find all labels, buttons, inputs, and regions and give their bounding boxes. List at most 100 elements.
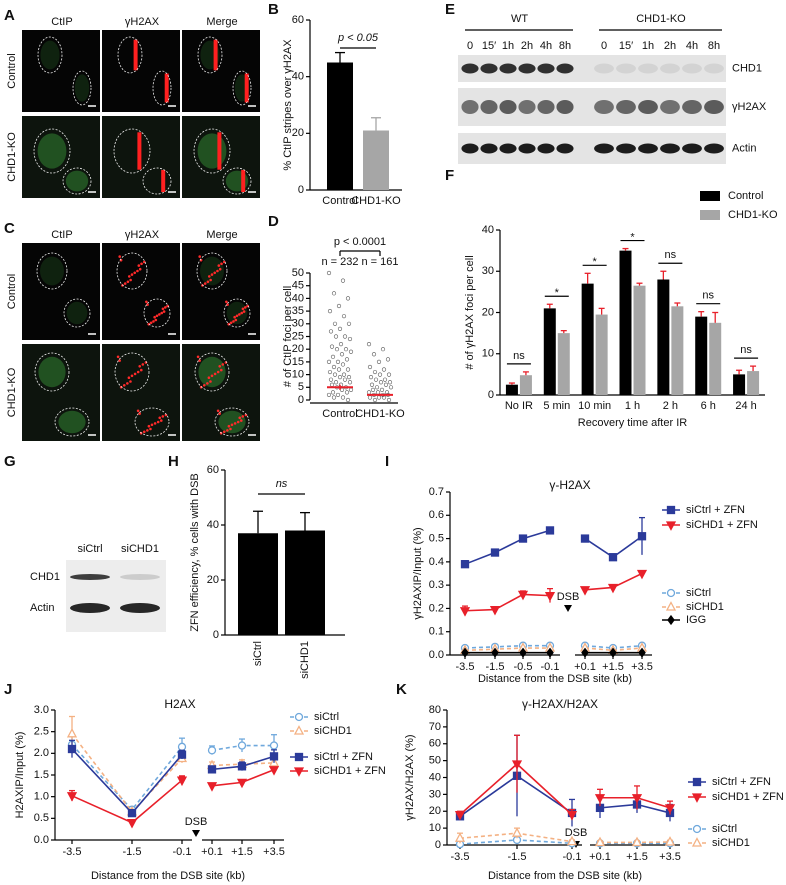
nucleus-outline bbox=[54, 407, 90, 437]
y-tick-label: 30 bbox=[292, 318, 304, 330]
legend-label: Control bbox=[728, 190, 763, 202]
legend-label: CHD1-KO bbox=[728, 209, 778, 221]
x-tick-label: +0.1 bbox=[201, 846, 223, 858]
marker bbox=[66, 727, 78, 738]
data-point bbox=[326, 392, 332, 398]
data-point bbox=[329, 344, 335, 349]
foci bbox=[163, 306, 167, 309]
band bbox=[480, 63, 498, 74]
annotation: DSB bbox=[557, 591, 580, 603]
data-point bbox=[339, 352, 345, 357]
nucleus-outline bbox=[36, 252, 68, 290]
y-tick-label: 20 bbox=[482, 306, 494, 318]
foci bbox=[162, 310, 166, 313]
band-label: CHD1 bbox=[732, 62, 762, 74]
damage-stripe bbox=[241, 169, 246, 193]
legend-label: IGG bbox=[686, 614, 706, 626]
foci bbox=[158, 313, 161, 316]
data-point bbox=[326, 359, 332, 365]
chart-title: H2AX bbox=[164, 697, 195, 711]
marker bbox=[490, 548, 500, 557]
y-tick-label: 30 bbox=[482, 265, 494, 277]
foci bbox=[213, 372, 217, 376]
foci bbox=[209, 278, 212, 282]
panel-letter: C bbox=[4, 220, 15, 237]
row-label: CHD1-KO bbox=[6, 367, 18, 417]
data-point bbox=[332, 372, 338, 377]
band bbox=[499, 100, 517, 114]
foci bbox=[207, 376, 211, 380]
data-point bbox=[347, 336, 353, 342]
ctip-signal bbox=[40, 256, 64, 286]
marker bbox=[607, 583, 619, 594]
group-label: CHD1-KO bbox=[636, 13, 686, 25]
foci bbox=[136, 409, 140, 413]
foci bbox=[236, 420, 240, 424]
bar bbox=[695, 316, 708, 395]
y-tick-label: 3.0 bbox=[34, 704, 49, 716]
band bbox=[461, 143, 479, 154]
ctip-signal bbox=[200, 256, 224, 286]
nucleus-outline bbox=[62, 167, 92, 195]
data-point bbox=[345, 367, 351, 372]
foci bbox=[142, 430, 146, 434]
nucleus-outline bbox=[72, 70, 92, 106]
band-label: Actin bbox=[732, 142, 756, 154]
y-tick-label: 40 bbox=[429, 771, 441, 783]
data-point bbox=[346, 375, 352, 380]
bar bbox=[363, 130, 389, 190]
chart-title: γ-H2AX/H2AX bbox=[522, 697, 598, 711]
data-point bbox=[376, 359, 382, 365]
marker bbox=[581, 647, 589, 658]
marker bbox=[206, 782, 218, 792]
foci bbox=[198, 359, 201, 362]
foci bbox=[229, 427, 232, 431]
marker bbox=[692, 777, 702, 787]
foci bbox=[155, 314, 159, 318]
band bbox=[537, 100, 555, 114]
damage-stripe bbox=[244, 73, 249, 103]
data-point bbox=[366, 342, 372, 347]
data-point bbox=[340, 362, 346, 367]
band bbox=[660, 100, 680, 114]
data-point bbox=[374, 385, 380, 390]
x-tick-label: -1.5 bbox=[123, 846, 142, 858]
y-axis-label: # of γH2AX foci per cell bbox=[464, 255, 476, 369]
lane-label: 2h bbox=[664, 40, 676, 52]
marker bbox=[666, 505, 676, 515]
marker bbox=[489, 605, 501, 616]
lane-label: 1h bbox=[642, 40, 654, 52]
marker bbox=[638, 647, 646, 658]
bar bbox=[505, 384, 518, 395]
nucleus-outline bbox=[222, 167, 252, 195]
y-tick-label: 0.2 bbox=[429, 602, 444, 614]
band bbox=[70, 603, 110, 613]
legend-label: siCtrl bbox=[712, 823, 737, 835]
nucleus-outline bbox=[37, 36, 63, 74]
y-tick-label: 80 bbox=[429, 704, 441, 716]
chart-title: γ-H2AX bbox=[549, 478, 590, 492]
panel-letter: J bbox=[4, 681, 12, 698]
y-axis-label: # of CtIP foci per cell bbox=[282, 286, 294, 387]
band bbox=[594, 63, 614, 74]
column-header: CtIP bbox=[51, 16, 72, 28]
significance: * bbox=[593, 256, 598, 268]
x-tick-label: +1.5 bbox=[231, 846, 253, 858]
n-label: n = 232 bbox=[321, 256, 358, 268]
x-tick-label: 24 h bbox=[735, 400, 756, 412]
row-label: CHD1-KO bbox=[6, 132, 18, 182]
data-point bbox=[341, 314, 347, 319]
annotation: p < 0.0001 bbox=[334, 236, 386, 248]
x-tick-label: -0.1 bbox=[541, 661, 560, 673]
foci bbox=[226, 429, 229, 432]
marker bbox=[460, 560, 470, 569]
y-tick-label: 0.0 bbox=[34, 834, 49, 846]
legend-label: siCtrl + ZFN bbox=[712, 776, 771, 788]
data-point bbox=[333, 380, 339, 385]
damage-stripe bbox=[161, 169, 166, 193]
band bbox=[616, 143, 636, 154]
data-point bbox=[343, 347, 349, 352]
lane-label: siCHD1 bbox=[121, 543, 159, 555]
foci bbox=[161, 307, 165, 311]
significance: ns bbox=[665, 249, 677, 261]
